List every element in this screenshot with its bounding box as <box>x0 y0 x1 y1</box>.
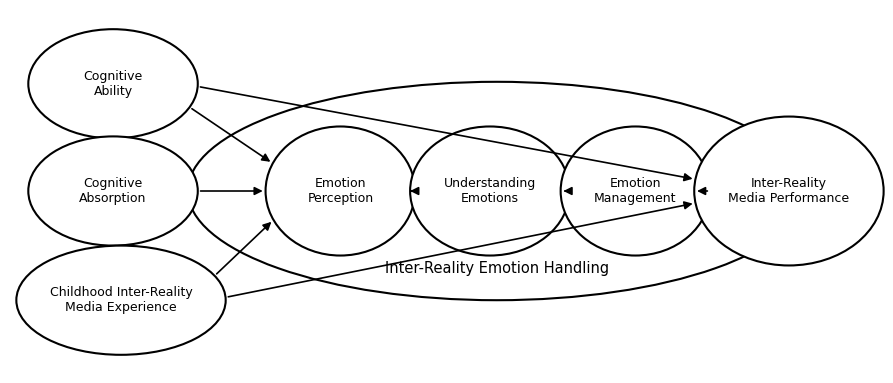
Text: Understanding
Emotions: Understanding Emotions <box>444 177 536 205</box>
Text: Childhood Inter-Reality
Media Experience: Childhood Inter-Reality Media Experience <box>50 286 192 314</box>
Text: Emotion
Management: Emotion Management <box>594 177 677 205</box>
Ellipse shape <box>188 82 805 300</box>
Text: Cognitive
Absorption: Cognitive Absorption <box>79 177 146 205</box>
Ellipse shape <box>410 126 570 255</box>
Ellipse shape <box>694 116 884 265</box>
Ellipse shape <box>265 126 415 255</box>
Text: Inter-Reality Emotion Handling: Inter-Reality Emotion Handling <box>385 261 609 276</box>
Ellipse shape <box>29 29 197 138</box>
Text: Emotion
Perception: Emotion Perception <box>307 177 373 205</box>
Text: Cognitive
Ability: Cognitive Ability <box>83 70 143 98</box>
Ellipse shape <box>29 136 197 246</box>
Ellipse shape <box>16 246 226 355</box>
Text: Inter-Reality
Media Performance: Inter-Reality Media Performance <box>729 177 849 205</box>
Ellipse shape <box>561 126 710 255</box>
